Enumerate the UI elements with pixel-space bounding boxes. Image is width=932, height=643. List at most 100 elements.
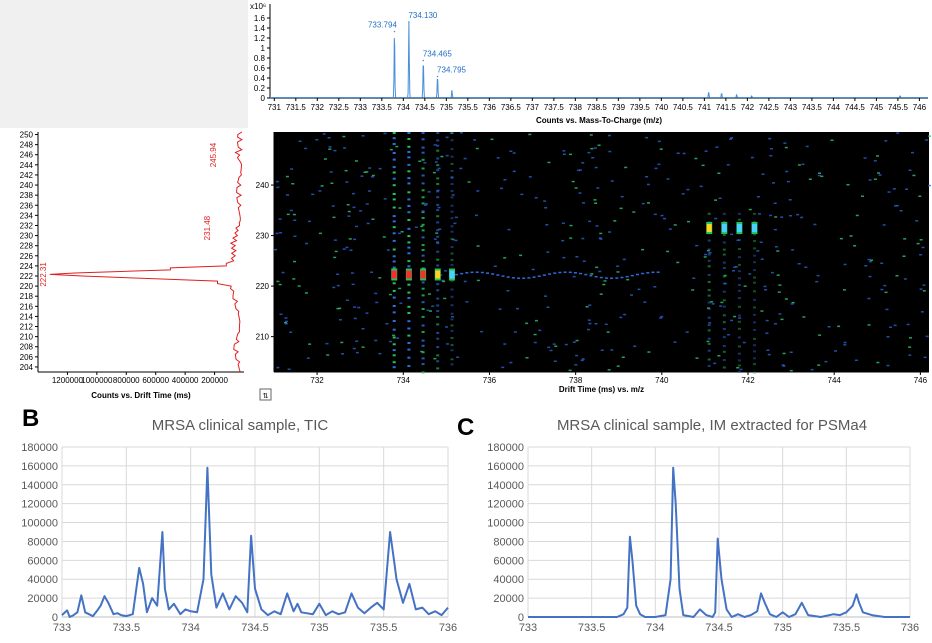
noise-pixel — [880, 288, 884, 291]
noise-pixel — [503, 179, 507, 181]
streak-pixel — [407, 198, 411, 201]
peak-point — [720, 93, 723, 95]
x-tick-label: 746 — [914, 376, 928, 385]
noise-pixel — [849, 235, 853, 237]
noise-pixel — [490, 138, 494, 141]
tail-pixel — [506, 276, 510, 278]
noise-pixel — [433, 238, 437, 240]
noise-pixel — [562, 256, 566, 259]
noise-pixel — [880, 262, 884, 264]
noise-pixel — [320, 185, 324, 187]
hotspot-core — [406, 270, 412, 279]
noise-pixel — [545, 224, 549, 226]
im-extracted-chart: MRSA clinical sample, IM extracted for P… — [487, 417, 919, 634]
noise-pixel — [353, 306, 357, 308]
noise-pixel — [776, 274, 780, 276]
x-tick-label: 732 — [311, 103, 325, 112]
noise-pixel — [498, 308, 502, 310]
noise-pixel — [467, 181, 471, 183]
streak-pixel — [436, 323, 440, 326]
streak-pixel — [707, 349, 711, 352]
noise-pixel — [298, 140, 302, 142]
noise-pixel — [276, 366, 280, 369]
noise-pixel — [543, 200, 547, 202]
noise-pixel — [911, 151, 914, 154]
noise-pixel — [889, 326, 893, 328]
streak-pixel — [707, 364, 711, 367]
noise-pixel — [367, 190, 371, 192]
noise-pixel — [441, 279, 445, 282]
streak-pixel — [407, 211, 411, 214]
noise-pixel — [328, 148, 332, 150]
tail-pixel — [454, 273, 458, 276]
noise-pixel — [365, 171, 369, 173]
streak-pixel — [407, 246, 411, 249]
x-tick-label: 733 — [519, 622, 537, 634]
streak-pixel — [722, 261, 726, 264]
streak-pixel — [421, 281, 425, 284]
x-tick-label: 800000 — [113, 376, 140, 385]
streak-pixel — [707, 253, 711, 256]
streak-pixel — [707, 239, 711, 242]
x-tick-label: 742.5 — [759, 103, 780, 112]
noise-pixel — [544, 295, 547, 297]
noise-pixel — [399, 302, 403, 304]
noise-pixel — [346, 204, 350, 206]
noise-pixel — [355, 160, 358, 162]
noise-pixel — [694, 157, 698, 160]
y-tick-label: 160000 — [487, 461, 524, 473]
streak-pixel — [407, 297, 411, 299]
y-tick-label: 80000 — [27, 536, 58, 548]
noise-pixel — [839, 237, 843, 240]
x-tick-label: 731 — [268, 103, 282, 112]
streak-pixel — [737, 336, 741, 339]
tail-pixel — [553, 272, 557, 274]
noise-pixel — [713, 362, 717, 365]
noise-pixel — [786, 180, 790, 183]
noise-pixel — [572, 275, 576, 278]
tail-pixel — [615, 277, 619, 279]
noise-pixel — [843, 341, 847, 344]
noise-pixel — [660, 315, 664, 318]
noise-pixel — [475, 147, 479, 150]
noise-pixel — [599, 293, 603, 295]
noise-pixel — [463, 280, 467, 283]
noise-pixel — [843, 344, 847, 346]
noise-pixel — [480, 330, 484, 333]
noise-pixel — [599, 238, 603, 240]
x-axis-title: Counts vs. Drift Time (ms) — [91, 391, 191, 400]
noise-pixel — [883, 284, 887, 287]
noise-pixel — [704, 253, 707, 256]
noise-pixel — [355, 351, 359, 354]
noise-pixel — [398, 207, 402, 209]
noise-pixel — [349, 249, 353, 251]
noise-pixel — [613, 220, 617, 222]
x-tick-label: 736.5 — [501, 103, 522, 112]
streak-pixel — [722, 282, 726, 285]
y-tick-label: 1.6 — [254, 14, 266, 23]
noise-pixel — [286, 213, 290, 216]
streak-pixel — [450, 210, 454, 213]
noise-pixel — [817, 364, 821, 366]
noise-pixel — [378, 352, 382, 355]
noise-pixel — [437, 167, 441, 170]
tail-pixel — [610, 277, 614, 280]
noise-pixel — [868, 179, 872, 181]
streak-pixel — [421, 363, 425, 366]
streak-pixel — [392, 366, 396, 369]
noise-pixel — [610, 180, 614, 182]
noise-pixel — [445, 154, 449, 157]
noise-pixel — [908, 169, 912, 171]
noise-pixel — [418, 160, 422, 162]
noise-pixel — [347, 215, 351, 217]
streak-pixel — [707, 324, 711, 326]
noise-pixel — [718, 197, 722, 199]
streak-pixel — [407, 320, 411, 323]
x-tick-label: 734.5 — [241, 622, 269, 634]
noise-pixel — [598, 237, 602, 239]
noise-pixel — [293, 219, 297, 221]
streak-pixel — [421, 210, 425, 213]
noise-pixel — [896, 132, 900, 134]
noise-pixel — [681, 193, 685, 195]
streak-pixel — [722, 328, 726, 330]
